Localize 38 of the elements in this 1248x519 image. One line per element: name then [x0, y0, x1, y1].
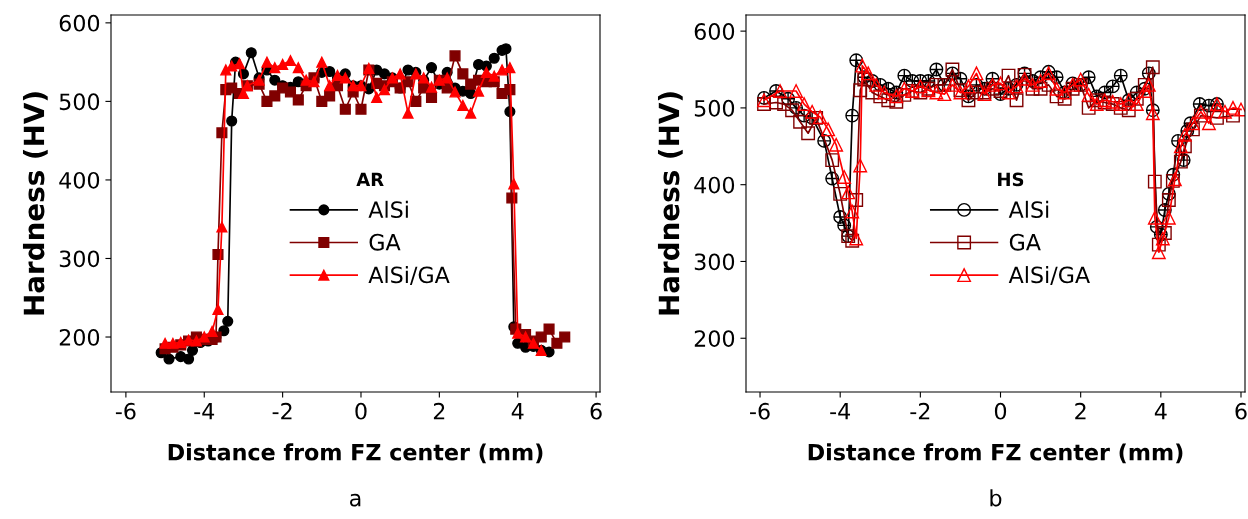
x-tick-label: 4 — [511, 403, 524, 420]
y-tick-label: 300 — [694, 253, 735, 271]
x-tick-label: 2 — [433, 402, 445, 420]
x-tick-label: 2 — [1075, 402, 1086, 420]
legend-label: GA — [369, 233, 401, 251]
x-tick-label: -2 — [910, 402, 930, 420]
text: b — [990, 489, 1002, 507]
legend-label: AlSi/GA — [1008, 266, 1090, 285]
legend-label: AlSi — [1008, 200, 1049, 219]
x-tick-label: -2 — [272, 402, 292, 420]
legend-title: HS — [998, 172, 1024, 187]
x-tick-label: 0 — [355, 402, 367, 420]
x-tick-label: -4 — [830, 403, 851, 420]
text: a — [350, 493, 361, 507]
y-tick-label: 500 — [694, 99, 735, 117]
y-tick-label: 200 — [694, 330, 735, 348]
x-axis-title: Distance from FZ center (mm) — [168, 443, 543, 464]
x-tick-label: 0 — [994, 402, 1007, 420]
x-tick-label: -6 — [115, 402, 136, 420]
legend-title: AR — [356, 172, 384, 186]
x-tick-label: -6 — [750, 402, 770, 420]
y-tick-label: 300 — [59, 250, 100, 268]
legend-label: AlSi/GA — [368, 266, 450, 285]
y-axis-title: Hardness (HV) — [22, 92, 48, 315]
legend-label: AlSi — [368, 200, 408, 219]
y-tick-label: 200 — [59, 328, 100, 346]
y-axis-title: Hardness (HV) — [657, 92, 683, 315]
x-tick-label: 6 — [1235, 402, 1247, 420]
x-tick-label: 6 — [590, 402, 602, 420]
y-tick-label: 400 — [59, 171, 100, 189]
x-tick-label: -4 — [194, 403, 215, 420]
y-tick-label: 400 — [694, 176, 735, 194]
legend-label: GA — [1009, 233, 1041, 251]
y-tick-label: 600 — [59, 14, 100, 32]
x-axis-title: Distance from FZ center (mm) — [808, 443, 1183, 464]
y-tick-label: 500 — [59, 93, 100, 111]
y-tick-label: 600 — [694, 23, 735, 40]
x-tick-label: 4 — [1154, 403, 1167, 420]
